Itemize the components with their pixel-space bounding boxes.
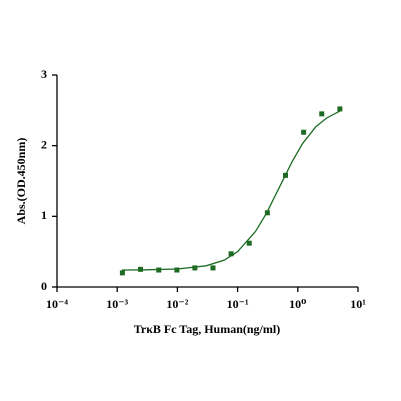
data-point: [192, 265, 198, 271]
x-tick-label: 10⁻²: [166, 297, 188, 311]
y-tick-label: 0: [41, 279, 47, 293]
x-tick-label: 10⁰: [289, 297, 306, 311]
data-point: [337, 106, 343, 112]
x-tick-label: 10¹: [350, 297, 366, 311]
data-point: [119, 270, 125, 276]
y-axis-label: Abs.(OD.450nm): [14, 138, 28, 225]
data-point: [319, 111, 325, 117]
x-tick-label: 10⁻⁴: [46, 297, 68, 311]
data-point: [264, 210, 270, 216]
data-point: [301, 129, 307, 135]
data-point: [228, 251, 234, 257]
x-tick-label: 10⁻³: [106, 297, 128, 311]
fit-curve: [121, 110, 341, 271]
data-point: [156, 267, 162, 273]
y-tick-label: 1: [41, 208, 47, 222]
data-point: [210, 265, 216, 271]
data-point: [246, 240, 252, 246]
x-tick-label: 10⁻¹: [227, 297, 249, 311]
y-tick-label: 3: [41, 67, 47, 81]
x-axis-label: TrκB Fc Tag, Human(ng/ml): [134, 322, 280, 336]
data-point: [174, 267, 180, 273]
data-point: [283, 172, 289, 178]
data-point: [138, 266, 144, 272]
y-tick-label: 2: [41, 137, 47, 151]
